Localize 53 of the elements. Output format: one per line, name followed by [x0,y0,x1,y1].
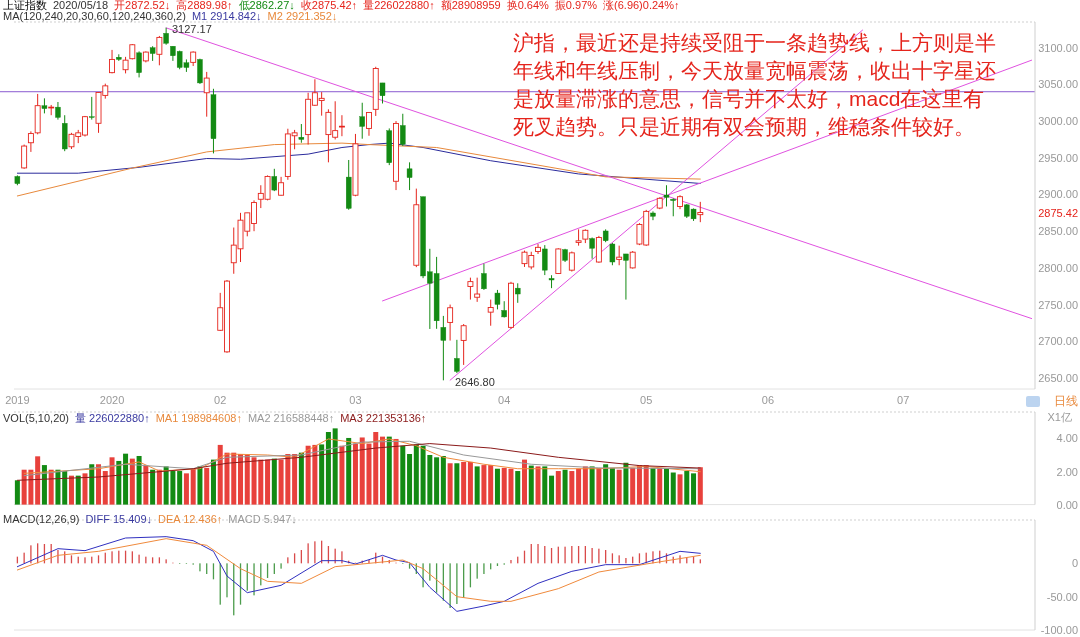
y-tick-label: 2.00 [1056,465,1078,478]
y-tick-label: -100.00 [1040,624,1078,636]
y-tick-label: 4.00 [1056,432,1078,445]
annotation: M2 2921.352↓ [267,10,338,22]
annotation: MACD 5.947↓ [228,513,297,525]
y-tick-label: -50.00 [1046,590,1078,603]
text: 高2889.98↑ [176,0,233,11]
y-tick-label: 3000.00 [1038,115,1078,128]
annotation: DIFF 15.409↓ [85,513,153,525]
x-tick-label: 02 [214,394,227,406]
annotation: 量 226022880↑ [75,412,150,424]
annotation: M1 2914.842↓ [191,10,262,22]
x-tick-label: 2019 [5,394,30,406]
y-tick-label: 2650.00 [1038,371,1078,384]
text: 量226022880↑ [363,0,435,11]
y-tick-label: 3100.00 [1038,41,1078,54]
x-tick-label: 06 [761,394,775,406]
chart-title: 上证指数 [3,0,47,11]
annotation: MACD(12,26,9) [3,513,80,525]
x-tick-label: 04 [498,394,511,406]
text: 额28908959 [440,0,501,11]
annotation: 沪指，最近还是持续受阻于一条趋势线，上方则是半年线和年线压制，今天放量宽幅震荡，收出十字星还是放量滞涨的意思，信号并不太好，macd在这里有死叉趋势。只是近期有双会预期，维稳条件较好。 [513,30,997,140]
annotation: 2646.80 [455,376,495,388]
text: 开2872.52↓ [114,0,171,11]
x-tick-label: 03 [349,394,362,406]
annotation: MA1 198984608↑ [155,412,242,424]
y-tick-label: 2750.00 [1038,298,1078,311]
y-tick-label: 2900.00 [1038,188,1078,201]
annotation: DEA 12.436↑ [158,513,223,525]
y-tick-label: 2950.00 [1038,151,1078,164]
y-tick-label: 2800.00 [1038,261,1078,274]
annotation: MA2 216588448↑ [247,412,335,424]
text: 日线 [1054,394,1078,408]
y-tick-label: 2700.00 [1038,335,1078,348]
text: 低2862.27↓ [238,0,295,11]
x-tick-label: 07 [897,394,910,406]
text: 2020/05/18 [53,0,109,11]
text: 收2875.42↑ [300,0,358,11]
y-tick-label: 3050.00 [1038,78,1078,91]
annotation: VOL(5,10,20) [3,412,70,424]
annotation: MA3 221353136↑ [340,412,427,424]
x-tick-label: 2020 [99,394,125,406]
y-tick-label: 0.00 [1056,498,1078,511]
y-tick-label: 2850.00 [1038,225,1078,238]
text: 2875.42 [1038,207,1078,219]
annotation: 3127.17 [172,23,212,35]
y-tick-label: 0 [1071,557,1078,570]
text: 换0.64% [506,0,550,11]
x-tick-label: 05 [640,394,653,406]
text: 涨(6.96)0.24%↑ [603,0,680,11]
y-axis-title: X1亿 [1047,411,1072,423]
annotation: MA(120,240,20,30,60,120,240,360,2) [3,10,186,22]
text: 振0.97% [554,0,598,11]
